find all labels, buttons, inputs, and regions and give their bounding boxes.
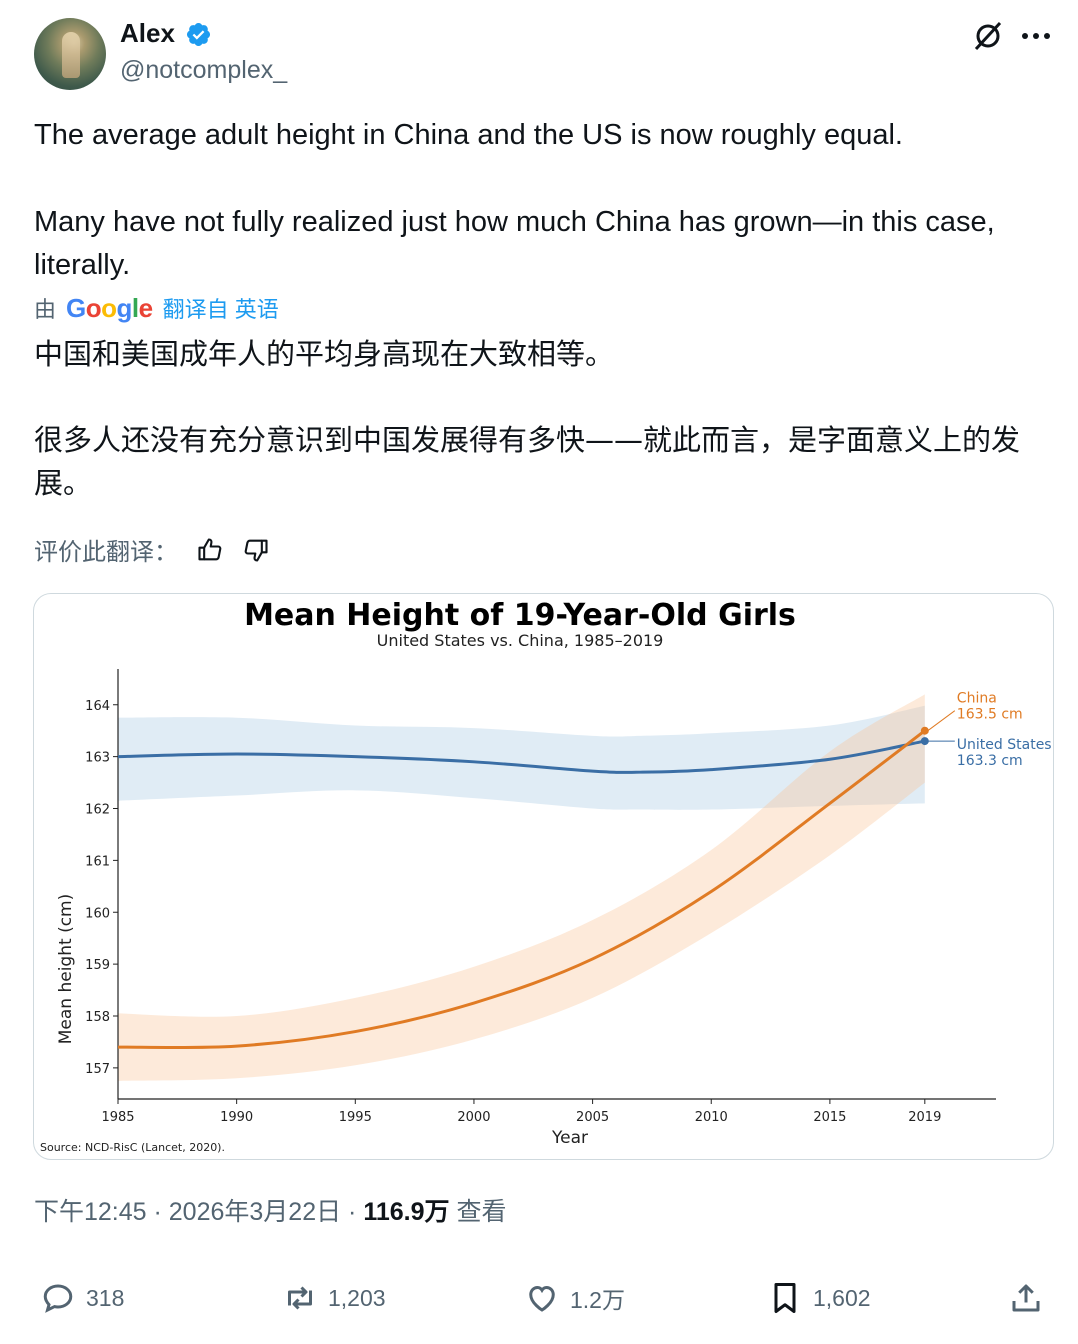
- y-tick-label: 162: [85, 803, 110, 818]
- end-label-name: United States: [957, 737, 1052, 753]
- y-tick-label: 157: [85, 1062, 110, 1077]
- chart-title: Mean Height of 19-Year-Old Girls: [244, 598, 796, 633]
- tweet-timestamp[interactable]: 下午12:45 · 2026年3月22日 ·: [34, 1198, 364, 1226]
- verified-badge-icon: [186, 22, 211, 47]
- chart-image-card[interactable]: Mean Height of 19-Year-Old Girls United …: [33, 593, 1054, 1160]
- band-china: [118, 694, 925, 1081]
- reply-button[interactable]: 318: [40, 1280, 124, 1316]
- end-label-value: 163.5 cm: [957, 707, 1023, 723]
- like-count: 1.2万: [570, 1287, 625, 1313]
- x-axis-label: Year: [551, 1128, 588, 1148]
- tweet-text-line-2: Many have not fully realized just how mu…: [34, 206, 995, 281]
- bookmark-count: 1,602: [813, 1284, 871, 1311]
- y-tick-label: 159: [85, 958, 110, 973]
- y-tick-label: 163: [85, 751, 110, 766]
- x-tick-label: 2005: [576, 1110, 609, 1125]
- more-options-icon[interactable]: [1020, 26, 1052, 46]
- avatar[interactable]: [34, 18, 106, 90]
- height-chart: Mean Height of 19-Year-Old Girls United …: [40, 598, 1052, 1154]
- end-marker-united-states: [920, 737, 929, 746]
- x-tick-label: 2019: [908, 1110, 941, 1125]
- bookmark-button[interactable]: 1,602: [767, 1280, 871, 1316]
- x-tick-label: 2015: [813, 1110, 846, 1125]
- x-tick-label: 1985: [101, 1110, 134, 1125]
- y-axis-label: Mean height (cm): [56, 894, 76, 1045]
- thumbs-down-icon[interactable]: [242, 536, 270, 564]
- thumbs-up-icon[interactable]: [196, 536, 224, 564]
- tweet-meta: 下午12:45 · 2026年3月22日 · 116.9万 查看: [34, 1192, 506, 1228]
- share-icon: [1012, 1284, 1040, 1312]
- tweet-text-line-1: The average adult height in China and th…: [34, 119, 903, 151]
- y-tick-label: 164: [85, 699, 110, 714]
- action-bar: 318 1,203 1.2万 1,602: [0, 1280, 1078, 1326]
- translated-from-link[interactable]: 翻译自 英语: [162, 297, 279, 322]
- translated-text-line-2: 很多人还没有充分意识到中国发展得有多快——就此而言，是字面意义上的发展。: [34, 423, 1021, 500]
- y-tick-label: 158: [85, 1010, 110, 1025]
- reply-icon: [43, 1284, 73, 1313]
- repost-icon: [288, 1286, 312, 1310]
- end-label-name: China: [957, 691, 997, 707]
- end-marker-china: [920, 726, 929, 735]
- share-button[interactable]: [1008, 1280, 1044, 1316]
- x-tick-label: 1995: [339, 1110, 372, 1125]
- y-tick-label: 160: [85, 906, 110, 921]
- user-name[interactable]: Alex: [120, 18, 175, 48]
- repost-count: 1,203: [328, 1284, 386, 1311]
- like-button[interactable]: 1.2万: [524, 1280, 625, 1316]
- line-china: [117, 729, 926, 1050]
- heart-icon: [529, 1285, 555, 1312]
- google-logo: Google: [66, 292, 153, 323]
- grok-icon[interactable]: [972, 20, 1004, 52]
- view-count: 116.9万: [363, 1198, 450, 1226]
- user-handle[interactable]: @notcomplex_: [120, 56, 288, 84]
- band-united-states: [118, 705, 925, 810]
- leader-line: [927, 710, 956, 732]
- chart-subtitle: United States vs. China, 1985–2019: [377, 631, 664, 650]
- line-united-states: [117, 739, 926, 774]
- reply-count: 318: [86, 1284, 125, 1311]
- x-tick-label: 2000: [457, 1110, 490, 1125]
- translation-attribution: 由 Google 翻译自 英语: [34, 292, 279, 324]
- x-tick-label: 1990: [220, 1110, 253, 1125]
- chart-source: Source: NCD-RisC (Lancet, 2020).: [40, 1141, 225, 1154]
- views-label: 查看: [449, 1198, 507, 1226]
- x-tick-label: 2010: [695, 1110, 728, 1125]
- avatar-figure: [62, 32, 80, 78]
- rate-translation-label: 评价此翻译：: [34, 539, 178, 566]
- repost-button[interactable]: 1,203: [282, 1280, 386, 1316]
- translated-prefix: 由: [34, 297, 57, 322]
- bookmark-icon: [774, 1283, 796, 1313]
- end-label-value: 163.3 cm: [957, 753, 1023, 769]
- y-tick-label: 161: [85, 854, 110, 869]
- translated-text-line-1: 中国和美国成年人的平均身高现在大致相等。: [34, 337, 615, 371]
- rate-translation: 评价此翻译：: [34, 532, 270, 567]
